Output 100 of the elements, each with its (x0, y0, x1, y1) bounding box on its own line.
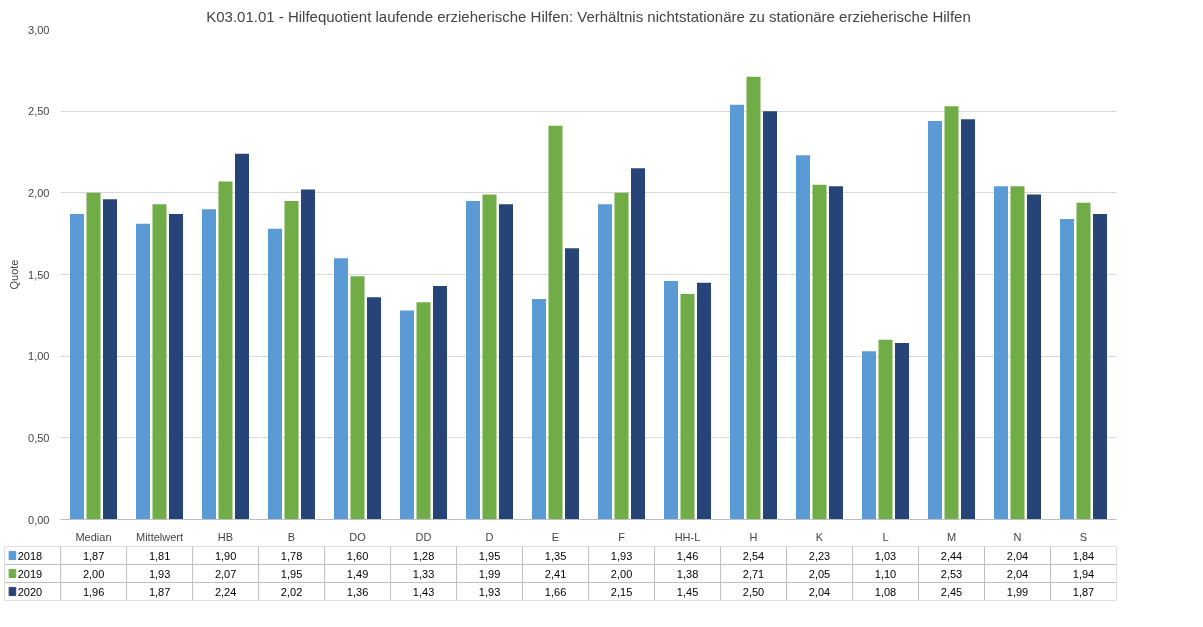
data-label: 1,87 (148, 585, 171, 598)
bar (267, 228, 283, 520)
data-label: 2,07 (214, 567, 237, 580)
data-label: 2,05 (808, 567, 831, 580)
x-tick-label: M (946, 530, 957, 543)
data-label: 1,95 (280, 567, 303, 580)
data-label: 1,46 (676, 549, 699, 562)
bar (564, 248, 580, 520)
bar (696, 282, 712, 520)
bar (333, 258, 349, 520)
bar (1092, 214, 1108, 520)
bar (284, 201, 299, 520)
legend-label: 2018 (17, 549, 43, 562)
bar (927, 120, 943, 520)
data-label: 2,44 (940, 549, 963, 562)
bar (1026, 194, 1042, 520)
data-label: 2,41 (544, 567, 567, 580)
x-tick-label: HB (217, 530, 234, 543)
bar (399, 310, 415, 520)
data-label: 1,49 (346, 567, 369, 580)
data-label: 1,35 (544, 549, 567, 562)
data-label: 1,38 (676, 567, 699, 580)
bar (152, 204, 167, 520)
bar (729, 104, 745, 520)
y-tick-label: 2,00 (28, 186, 50, 199)
data-label: 1,87 (82, 549, 105, 562)
x-tick-label: D (485, 530, 494, 543)
bar (1076, 202, 1091, 520)
data-label: 1,96 (82, 585, 105, 598)
legend-label: 2019 (17, 567, 43, 580)
bar (432, 285, 448, 520)
data-label: 2,23 (808, 549, 831, 562)
data-label: 2,50 (742, 585, 765, 598)
bar (812, 184, 827, 520)
bar (234, 153, 250, 520)
data-label: 1,78 (280, 549, 303, 562)
data-label: 1,93 (610, 549, 633, 562)
bar (86, 192, 101, 520)
data-label: 1,95 (478, 549, 501, 562)
data-label: 2,54 (742, 549, 765, 562)
x-tick-label: Mittelwert (135, 530, 184, 543)
legend-label: 2020 (17, 585, 43, 598)
bar (1059, 218, 1075, 520)
bar (861, 351, 877, 520)
y-tick-label: 2,50 (28, 105, 50, 118)
data-label: 2,53 (940, 567, 963, 580)
data-label: 1,99 (478, 567, 501, 580)
bar (416, 302, 431, 520)
bar (300, 189, 316, 520)
bar (795, 155, 811, 520)
data-label: 1,43 (412, 585, 435, 598)
data-label: 1,84 (1072, 549, 1095, 562)
chart-title: K03.01.01 - Hilfequotient laufende erzieherische Hilfen: Verhältnis nichtstationäre zu stationäre erzieherische Hilfen (206, 7, 971, 25)
data-label: 2,00 (610, 567, 633, 580)
bar (498, 204, 514, 520)
x-tick-label: L (882, 530, 889, 543)
data-label: 1,36 (346, 585, 369, 598)
data-label: 2,04 (1006, 549, 1029, 562)
bar (201, 209, 217, 520)
bar (366, 297, 382, 520)
bar (597, 204, 613, 520)
data-label: 2,04 (808, 585, 831, 598)
y-tick-label: 1,00 (28, 350, 50, 363)
data-label: 1,66 (544, 585, 567, 598)
bar (1010, 186, 1025, 520)
data-label: 1,93 (478, 585, 501, 598)
bar (135, 223, 151, 520)
data-label: 1,87 (1072, 585, 1095, 598)
bar (614, 192, 629, 520)
data-label: 2,00 (82, 567, 105, 580)
data-label: 1,93 (148, 567, 171, 580)
bar (878, 339, 893, 520)
bar (680, 294, 695, 520)
bar (482, 194, 497, 520)
x-tick-label: H (749, 530, 758, 543)
data-label: 1,60 (346, 549, 369, 562)
bar (960, 119, 976, 520)
bar (663, 281, 679, 520)
x-tick-label: K (815, 530, 824, 543)
bar (894, 343, 910, 520)
y-tick-label: 0,50 (28, 431, 50, 444)
x-tick-label: N (1013, 530, 1022, 543)
bar (630, 168, 646, 520)
data-label: 1,90 (214, 549, 237, 562)
data-label: 1,33 (412, 567, 435, 580)
x-tick-label: F (618, 530, 626, 543)
bar (465, 201, 481, 520)
x-tick-label: HH-L (674, 530, 701, 543)
y-tick-label: 3,00 (28, 23, 50, 36)
data-label: 2,24 (214, 585, 237, 598)
data-label: 2,45 (940, 585, 963, 598)
bar (944, 106, 959, 520)
x-tick-label: B (287, 530, 296, 543)
data-label: 2,71 (742, 567, 765, 580)
data-label: 2,02 (280, 585, 303, 598)
bar (168, 214, 184, 520)
bar (746, 76, 761, 520)
y-tick-label: 1,50 (28, 268, 50, 281)
bar (350, 276, 365, 520)
bar (218, 181, 233, 520)
